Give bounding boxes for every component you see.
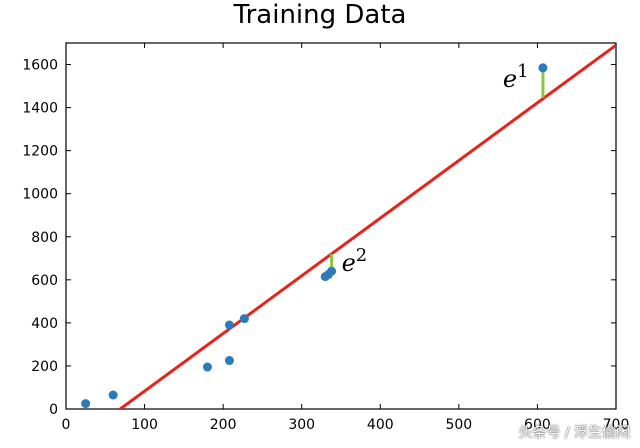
x-tick-label: 0	[62, 417, 71, 433]
x-tick-label: 600	[524, 417, 551, 433]
x-tick-label: 700	[603, 417, 630, 433]
data-point	[108, 390, 118, 400]
x-tick-label: 300	[288, 417, 315, 433]
y-tick-label: 800	[31, 230, 58, 246]
regression-line	[119, 43, 616, 409]
x-tick-label: 400	[367, 417, 394, 433]
data-point	[224, 356, 234, 366]
y-tick-label: 200	[31, 359, 58, 375]
data-point	[538, 63, 548, 73]
watermark: 头条号 / 浮生偷闲	[518, 425, 630, 441]
data-point	[224, 320, 234, 330]
data-point	[327, 266, 337, 276]
x-tick-label: 500	[445, 417, 472, 433]
y-tick-label: 600	[31, 273, 58, 289]
y-tick-label: 1200	[22, 144, 58, 160]
error-label-e1: e1	[502, 60, 529, 93]
data-point	[202, 362, 212, 372]
y-tick-label: 1000	[22, 187, 58, 203]
y-tick-label: 400	[31, 316, 58, 332]
data-point	[239, 314, 249, 324]
data-point	[81, 399, 91, 409]
error-label-e2: e2	[341, 244, 368, 277]
plot-frame	[65, 42, 617, 410]
y-tick-label: 1600	[22, 58, 58, 74]
y-tick-label: 1400	[22, 101, 58, 117]
chart-title: Training Data	[233, 0, 407, 30]
x-tick-label: 100	[131, 417, 158, 433]
y-tick-label: 0	[49, 402, 58, 418]
x-tick-label: 200	[210, 417, 237, 433]
